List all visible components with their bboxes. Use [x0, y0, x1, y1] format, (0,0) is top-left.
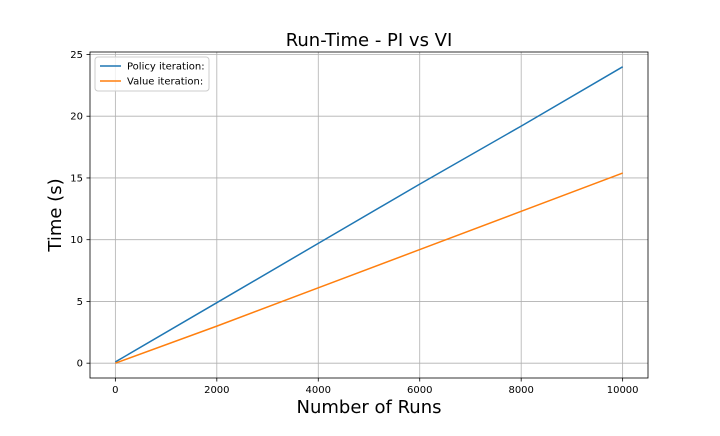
- grid: [90, 52, 648, 378]
- plot-lines: [114, 66, 624, 364]
- x-axis-ticks: 0 2000 4000 6000 8000 10000: [112, 378, 639, 396]
- y-tick-label: 0: [77, 359, 83, 370]
- x-tick-label: 4000: [306, 385, 331, 396]
- series-line-value-iteration: [115, 172, 623, 364]
- plot-frame: [89, 51, 649, 379]
- x-tick-label: 8000: [508, 385, 533, 396]
- legend-label-policy-iteration: Policy iteration:: [127, 62, 205, 73]
- x-tick-label: 6000: [407, 385, 432, 396]
- y-tick-label: 10: [70, 235, 83, 246]
- y-axis-ticks: 0 5 10 15 20 25: [70, 50, 90, 370]
- legend: Policy iteration: Value iteration:: [94, 56, 210, 92]
- series-line-policy-iteration: [114, 66, 624, 363]
- y-tick-label: 15: [70, 173, 83, 184]
- x-tick-label: 2000: [204, 385, 229, 396]
- y-tick-label: 5: [77, 297, 83, 308]
- y-tick-label: 25: [70, 50, 83, 61]
- legend-label-value-iteration: Value iteration:: [127, 77, 203, 88]
- x-tick-label: 10000: [607, 385, 639, 396]
- y-axis-label: Time (s): [45, 178, 66, 252]
- y-tick-label: 20: [70, 112, 83, 123]
- legend-box: [94, 56, 210, 92]
- chart-title: Run-Time - PI vs VI: [286, 30, 453, 51]
- x-tick-label: 0: [112, 385, 118, 396]
- x-axis-label: Number of Runs: [297, 397, 442, 418]
